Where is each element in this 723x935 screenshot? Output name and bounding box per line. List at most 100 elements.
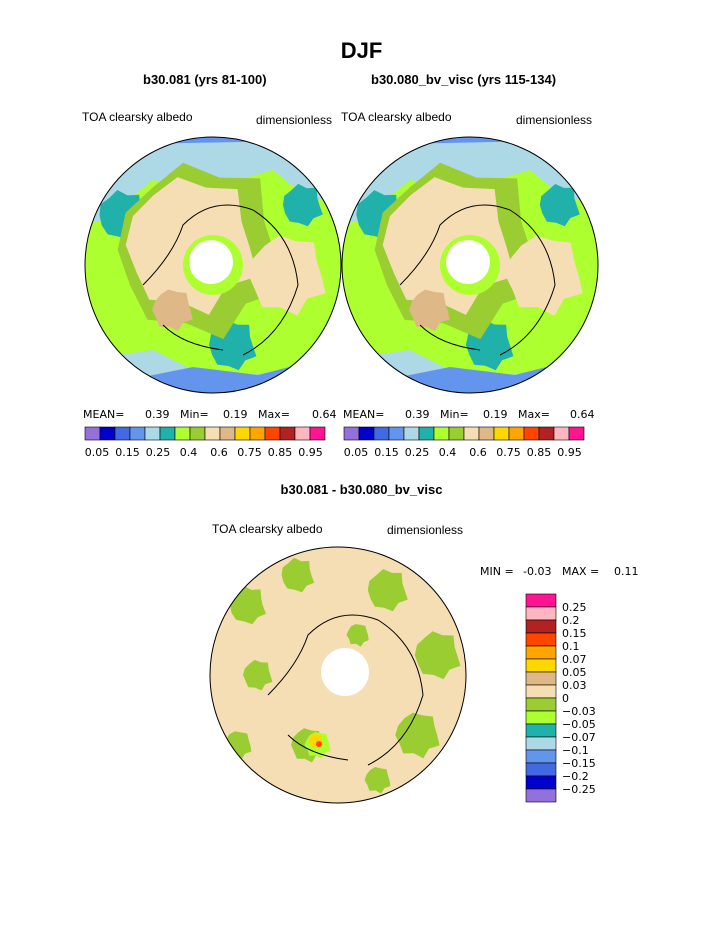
colorbar-swatch bbox=[433, 426, 450, 441]
colorbar-swatch bbox=[418, 426, 435, 441]
colorbar-swatch bbox=[403, 426, 420, 441]
greenland-high-albedo bbox=[152, 289, 193, 332]
colorbar-tick-label: −0.15 bbox=[562, 757, 596, 770]
colorbar-tick-label: 0.15 bbox=[562, 627, 587, 640]
colorbar-tick-label: 0.25 bbox=[146, 446, 171, 459]
colorbar-swatch bbox=[373, 426, 390, 441]
diff-max-value: 0.11 bbox=[614, 565, 639, 578]
colorbar-swatch bbox=[159, 426, 176, 441]
colorbar-tick-label: 0.25 bbox=[405, 446, 430, 459]
pole-hole bbox=[446, 240, 490, 284]
colorbar-swatch bbox=[84, 426, 101, 441]
coastline bbox=[142, 204, 299, 356]
ocean-teal-patch bbox=[539, 184, 580, 227]
colorbar-tick-label: −0.07 bbox=[562, 731, 596, 744]
colorbar-tick-label: 0.03 bbox=[562, 679, 587, 692]
colorbar-swatch bbox=[174, 426, 191, 441]
colorbar-tick-label: 0.6 bbox=[210, 446, 228, 459]
colorbar-tick-label: 0.1 bbox=[562, 640, 580, 653]
negative-diff-patch bbox=[346, 624, 369, 647]
pole-hole bbox=[321, 648, 369, 696]
colorbar-tick-label: 0.25 bbox=[562, 601, 587, 614]
colorbar-swatch bbox=[388, 426, 405, 441]
colorbar-swatch bbox=[309, 426, 326, 441]
panel-1-min-label: Min= bbox=[180, 408, 209, 421]
colorbar-swatch bbox=[144, 426, 161, 441]
colorbar-swatch bbox=[448, 426, 465, 441]
colorbar-swatch bbox=[189, 426, 206, 441]
diff-min-value: -0.03 bbox=[523, 565, 552, 578]
asia-tan bbox=[248, 235, 326, 316]
panel-1-variable-label: TOA clearsky albedo bbox=[82, 110, 193, 124]
negative-diff-patch bbox=[364, 767, 391, 794]
map-boundary bbox=[84, 136, 342, 394]
diff-panel-title: b30.081 - b30.080_bv_visc bbox=[280, 482, 443, 497]
panel-2-polar-map bbox=[341, 136, 599, 394]
colorbar-swatch bbox=[525, 762, 557, 777]
colorbar-tick-label: 0.95 bbox=[557, 446, 582, 459]
colorbar-swatch bbox=[525, 658, 557, 673]
colorbar-tick-label: 0.05 bbox=[562, 666, 587, 679]
panel-1-colorbar: 0.05 0.15 0.25 0.4 0.6 0.75 0.85 0.95 bbox=[84, 426, 326, 459]
panel-2-colorbar: 0.05 0.15 0.25 0.4 0.6 0.75 0.85 0.95 bbox=[343, 426, 585, 459]
colorbar-tick-label: 0.75 bbox=[496, 446, 521, 459]
panel-1-mean-label: MEAN= bbox=[83, 408, 125, 421]
negative-diff-patch bbox=[243, 659, 273, 691]
panel-1-max-value: 0.64 bbox=[312, 408, 337, 421]
colorbar-tick-label: −0.1 bbox=[562, 744, 589, 757]
panel-2-max-value: 0.64 bbox=[570, 408, 595, 421]
ocean-teal-patch bbox=[283, 183, 323, 227]
colorbar-tick-label: 0.05 bbox=[344, 446, 369, 459]
page-title: DJF bbox=[340, 38, 383, 63]
diff-colorbar: 0.250.20.150.10.070.050.030−0.03−0.05−0.… bbox=[525, 593, 596, 803]
colorbar-swatch bbox=[525, 723, 557, 738]
colorbar-swatch bbox=[493, 426, 510, 441]
colorbar-tick-label: 0.75 bbox=[237, 446, 262, 459]
colorbar-swatch bbox=[525, 632, 557, 647]
panel-2-variable-label: TOA clearsky albedo bbox=[341, 110, 452, 124]
diff-panel-units-label: dimensionless bbox=[387, 523, 464, 537]
panel-2-mean-label: MEAN= bbox=[343, 408, 385, 421]
colorbar-tick-label: 0.15 bbox=[115, 446, 140, 459]
colorbar-swatch bbox=[114, 426, 131, 441]
colorbar-tick-label: −0.03 bbox=[562, 705, 596, 718]
panel-1-max-label: Max= bbox=[258, 408, 290, 421]
panel-2-units-label: dimensionless bbox=[516, 113, 593, 127]
colorbar-swatch bbox=[508, 426, 525, 441]
colorbar-swatch bbox=[525, 697, 557, 712]
colorbar-tick-label: 0.6 bbox=[469, 446, 487, 459]
colorbar-tick-label: 0.85 bbox=[527, 446, 552, 459]
panel-2-mean-value: 0.39 bbox=[405, 408, 430, 421]
panel-1-units-label: dimensionless bbox=[256, 113, 333, 127]
diff-min-label: MIN = bbox=[480, 565, 514, 578]
colorbar-swatch bbox=[279, 426, 296, 441]
asia-tan bbox=[505, 235, 583, 316]
panel-2-min-label: Min= bbox=[440, 408, 469, 421]
colorbar-swatch bbox=[463, 426, 480, 441]
colorbar-swatch bbox=[525, 606, 557, 621]
colorbar-tick-label: 0.4 bbox=[180, 446, 198, 459]
colorbar-swatch bbox=[538, 426, 555, 441]
colorbar-swatch bbox=[525, 619, 557, 634]
colorbar-swatch bbox=[219, 426, 236, 441]
coastline bbox=[399, 204, 556, 356]
colorbar-tick-label: 0.05 bbox=[85, 446, 110, 459]
panel-1-polar-map bbox=[84, 136, 342, 394]
colorbar-swatch bbox=[358, 426, 375, 441]
colorbar-swatch bbox=[525, 593, 557, 608]
negative-diff-patch bbox=[414, 631, 461, 680]
colorbar-swatch bbox=[343, 426, 360, 441]
diff-panel-variable-label: TOA clearsky albedo bbox=[212, 522, 323, 536]
colorbar-swatch bbox=[525, 710, 557, 725]
colorbar-tick-label: 0.07 bbox=[562, 653, 587, 666]
colorbar-swatch bbox=[525, 671, 557, 686]
colorbar-swatch bbox=[294, 426, 311, 441]
negative-diff-patch bbox=[281, 557, 315, 593]
colorbar-swatch bbox=[525, 749, 557, 764]
colorbar-tick-label: −0.2 bbox=[562, 770, 589, 783]
map-boundary bbox=[209, 546, 467, 804]
coastline bbox=[267, 614, 424, 766]
colorbar-tick-label: 0.15 bbox=[374, 446, 399, 459]
colorbar-swatch bbox=[525, 645, 557, 660]
diff-polar-map bbox=[209, 546, 467, 804]
